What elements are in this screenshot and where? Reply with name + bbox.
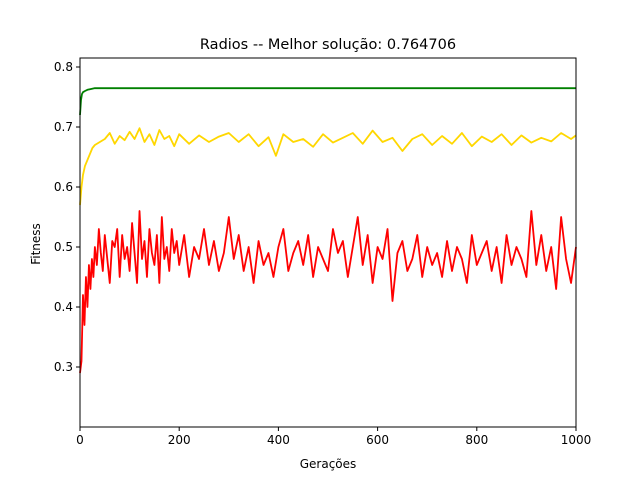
x-tick-label: 1000	[561, 433, 592, 447]
y-tick-label: 0.6	[54, 180, 73, 194]
x-tick-label: 600	[366, 433, 389, 447]
plot-background	[80, 58, 576, 427]
series-line-1	[79, 87, 576, 116]
plot-area	[79, 57, 577, 428]
chart-title: Radios -- Melhor solução: 0.764706	[200, 37, 456, 53]
x-axis: 0 200 400 600 800 1000	[76, 427, 591, 447]
y-tick-label: 0.3	[54, 360, 73, 374]
plot-frame	[79, 57, 577, 428]
x-tick-label: 800	[465, 433, 488, 447]
x-tick-label: 400	[267, 433, 290, 447]
x-tick-label: 0	[76, 433, 84, 447]
y-tick-label: 0.8	[54, 60, 73, 74]
y-axis-label: Fitness	[29, 223, 43, 265]
series-line-2	[79, 127, 577, 206]
y-tick-label: 0.4	[54, 300, 73, 314]
y-axis: 0.3 0.4 0.5 0.6 0.7 0.8	[54, 60, 80, 374]
series-line-3	[79, 210, 577, 374]
y-tick-label: 0.5	[54, 240, 73, 254]
x-axis-label: Gerações	[300, 457, 357, 471]
y-tick-label: 0.7	[54, 120, 73, 134]
series-layer	[79, 87, 577, 374]
x-tick-label: 200	[168, 433, 191, 447]
